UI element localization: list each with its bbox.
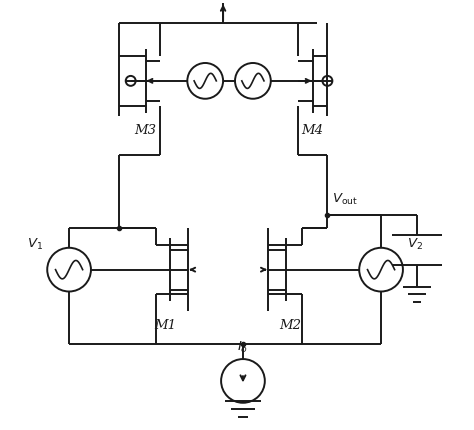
Text: M3: M3 [135, 123, 156, 137]
Text: M2: M2 [280, 319, 301, 332]
Text: M1: M1 [155, 319, 176, 332]
Text: $I_o$: $I_o$ [237, 340, 248, 355]
Text: $V_2$: $V_2$ [407, 237, 423, 252]
Text: M4: M4 [301, 123, 324, 137]
Text: $V_{\mathrm{out}}$: $V_{\mathrm{out}}$ [332, 192, 358, 207]
Text: $V_1$: $V_1$ [27, 237, 43, 252]
